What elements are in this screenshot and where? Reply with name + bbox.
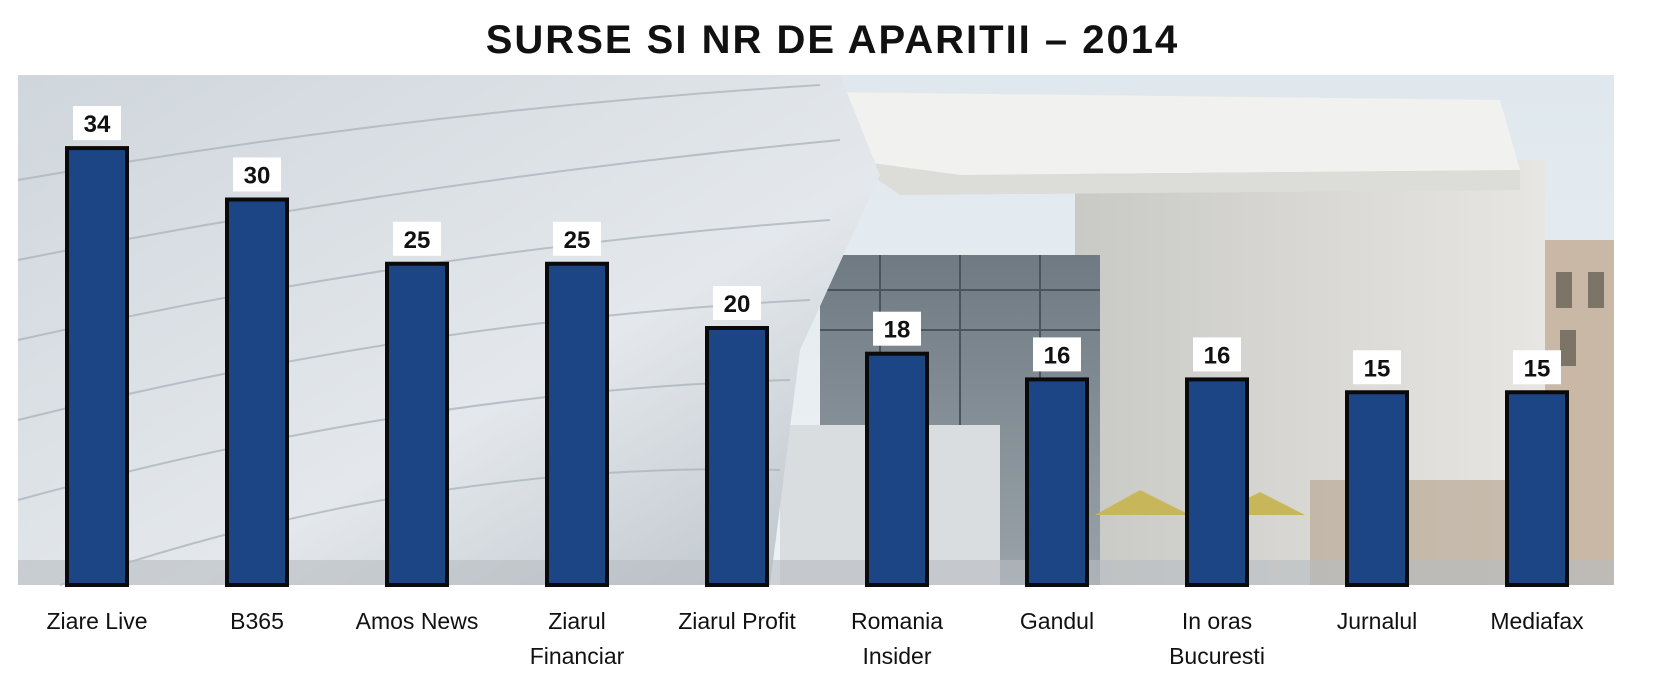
category-labels-group: Ziare Live B365 Amos News Ziarul Financiar Zi… (47, 608, 1585, 669)
category-label: In oras Bucuresti (1169, 608, 1265, 669)
value-label-background (393, 221, 441, 256)
bar (1185, 377, 1249, 587)
value-label-background (1033, 337, 1081, 372)
chart-title: SURSE SI NR DE APARITII – 2014 (485, 18, 1180, 62)
value-label-background (73, 106, 121, 141)
value-label: 20 (724, 291, 751, 318)
bar (385, 261, 449, 587)
value-label: 15 (1364, 355, 1391, 382)
bar (705, 326, 769, 587)
category-label: Amos News (356, 608, 479, 634)
value-label: 30 (244, 163, 271, 190)
bar (1505, 390, 1569, 587)
value-label-background (1193, 337, 1241, 372)
category-label: B365 (230, 608, 284, 634)
category-label: Ziarul Financiar (530, 608, 625, 669)
value-label: 16 (1044, 342, 1071, 369)
value-labels-group: 34 30 25 25 20 18 16 16 15 15 (73, 106, 1561, 385)
value-label: 25 (404, 227, 431, 254)
value-label: 25 (564, 227, 591, 254)
value-label: 15 (1524, 355, 1551, 382)
category-label: Romania Insider (851, 608, 943, 669)
bar (865, 351, 929, 588)
bar (225, 197, 289, 587)
bar (65, 146, 129, 587)
bar (1025, 377, 1089, 587)
value-label-background (713, 286, 761, 320)
value-label-background (873, 311, 921, 346)
category-label: Ziare Live (47, 608, 148, 634)
bar (1345, 390, 1409, 587)
value-label: 34 (84, 111, 111, 138)
bars-group (65, 146, 1569, 588)
background-photo (17, 75, 1614, 586)
value-label-background (553, 221, 601, 256)
value-label: 16 (1204, 342, 1231, 369)
category-label: Mediafax (1490, 608, 1584, 634)
category-label: Gandul (1020, 608, 1094, 634)
bar (545, 261, 609, 587)
value-label: 18 (884, 317, 911, 344)
value-label-background (1513, 350, 1561, 385)
value-label-background (233, 157, 281, 192)
value-label-background (1353, 350, 1401, 385)
category-label: Ziarul Profit (678, 608, 796, 634)
category-label: Jurnalul (1337, 608, 1418, 634)
